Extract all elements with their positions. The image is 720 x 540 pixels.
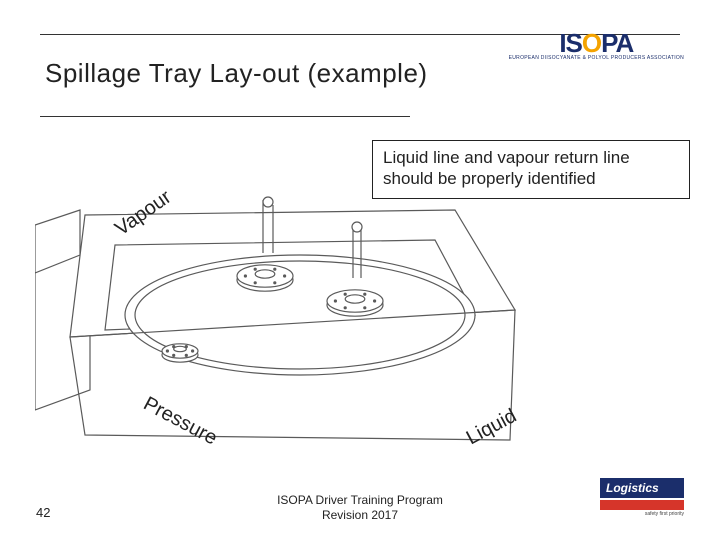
isopa-logo: ISOPA EUROPEAN DIISOCYANATE & POLYOL PRO… xyxy=(509,32,684,61)
logistics-logo-stripe xyxy=(600,500,684,510)
logistics-logo: Logistics safety first priority xyxy=(600,478,684,516)
logistics-logo-text: Logistics xyxy=(600,478,684,498)
title-underline xyxy=(40,116,410,117)
callout-box: Liquid line and vapour return line shoul… xyxy=(372,140,690,199)
isopa-logo-subtext: EUROPEAN DIISOCYANATE & POLYOL PRODUCERS… xyxy=(509,55,684,61)
page-title: Spillage Tray Lay-out (example) xyxy=(45,58,428,89)
isopa-logo-text: ISOPA xyxy=(509,32,684,55)
logistics-logo-sub: safety first priority xyxy=(600,511,684,517)
